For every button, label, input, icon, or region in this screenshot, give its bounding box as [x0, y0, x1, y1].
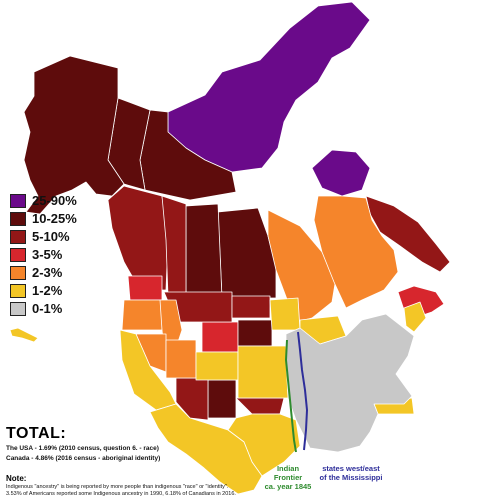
frontier-label-line-1: Indian Frontier — [273, 464, 303, 482]
region-mexico — [149, 403, 263, 495]
mississippi-label-line-1: states west/east — [322, 464, 380, 473]
legend-item: 25-90% — [10, 192, 77, 209]
note-line-1: Indigenous "ancestry" is being reported … — [6, 484, 229, 490]
legend-item: 1-2% — [10, 282, 77, 299]
legend-swatch — [10, 283, 26, 298]
legend-label: 5-10% — [32, 229, 70, 244]
legend-swatch — [10, 301, 26, 316]
regions-layer — [9, 1, 451, 495]
legend-label: 1-2% — [32, 283, 63, 298]
legend-swatch — [10, 193, 26, 208]
mississippi-line — [297, 331, 309, 451]
legend-item: 10-25% — [10, 210, 77, 227]
region-newfoundland-labrador — [365, 195, 451, 273]
region-oregon — [121, 299, 165, 331]
frontier-label: Indian Frontier ca. year 1845 — [262, 464, 314, 491]
region-new-mexico — [207, 379, 237, 419]
legend-swatch — [10, 211, 26, 226]
legend-item: 0-1% — [10, 300, 77, 317]
legend-label: 10-25% — [32, 211, 77, 226]
region-hawaii — [9, 327, 39, 343]
region-colorado — [195, 351, 239, 381]
total-usa: The USA - 1.69% (2010 census, question 6… — [6, 445, 159, 452]
frontier-label-line-2: ca. year 1845 — [264, 482, 312, 491]
legend-label: 3-5% — [32, 247, 63, 262]
region-maine — [403, 301, 427, 333]
region-nunavik — [311, 149, 371, 197]
legend-label: 25-90% — [32, 193, 77, 208]
note-title: Note: — [6, 474, 27, 483]
legend-label: 0-1% — [32, 301, 63, 316]
legend: 25-90% 10-25% 5-10% 3-5% 2-3% 1-2% 0-1% — [10, 192, 77, 318]
legend-item: 5-10% — [10, 228, 77, 245]
legend-item: 2-3% — [10, 264, 77, 281]
region-minnesota — [269, 297, 301, 331]
indian-frontier-line — [284, 339, 297, 453]
legend-swatch — [10, 265, 26, 280]
note-line-2: 3.53% of Americans reported some Indigen… — [6, 491, 236, 497]
region-east-usa — [285, 313, 415, 453]
region-utah — [165, 339, 197, 379]
region-nunavut — [167, 1, 371, 173]
region-nebraska-kansas — [237, 345, 289, 399]
region-british-columbia — [107, 185, 169, 291]
legend-swatch — [10, 247, 26, 262]
region-manitoba — [217, 207, 277, 299]
region-ontario — [267, 209, 337, 323]
region-south-dakota — [237, 319, 273, 347]
mississippi-label: states west/east of the Mississippi — [316, 464, 386, 482]
total-title: TOTAL: — [6, 425, 67, 442]
legend-swatch — [10, 229, 26, 244]
region-washington — [127, 275, 163, 301]
region-north-dakota — [231, 295, 271, 319]
region-wyoming — [201, 321, 239, 353]
region-oklahoma — [235, 397, 285, 415]
region-quebec-south — [313, 195, 399, 309]
region-saskatchewan — [185, 203, 223, 299]
region-alaska — [23, 55, 125, 215]
total-canada: Canada - 4.86% (2016 census - aboriginal… — [6, 455, 161, 462]
mississippi-label-line-2: of the Mississippi — [319, 473, 383, 482]
legend-item: 3-5% — [10, 246, 77, 263]
legend-label: 2-3% — [32, 265, 63, 280]
